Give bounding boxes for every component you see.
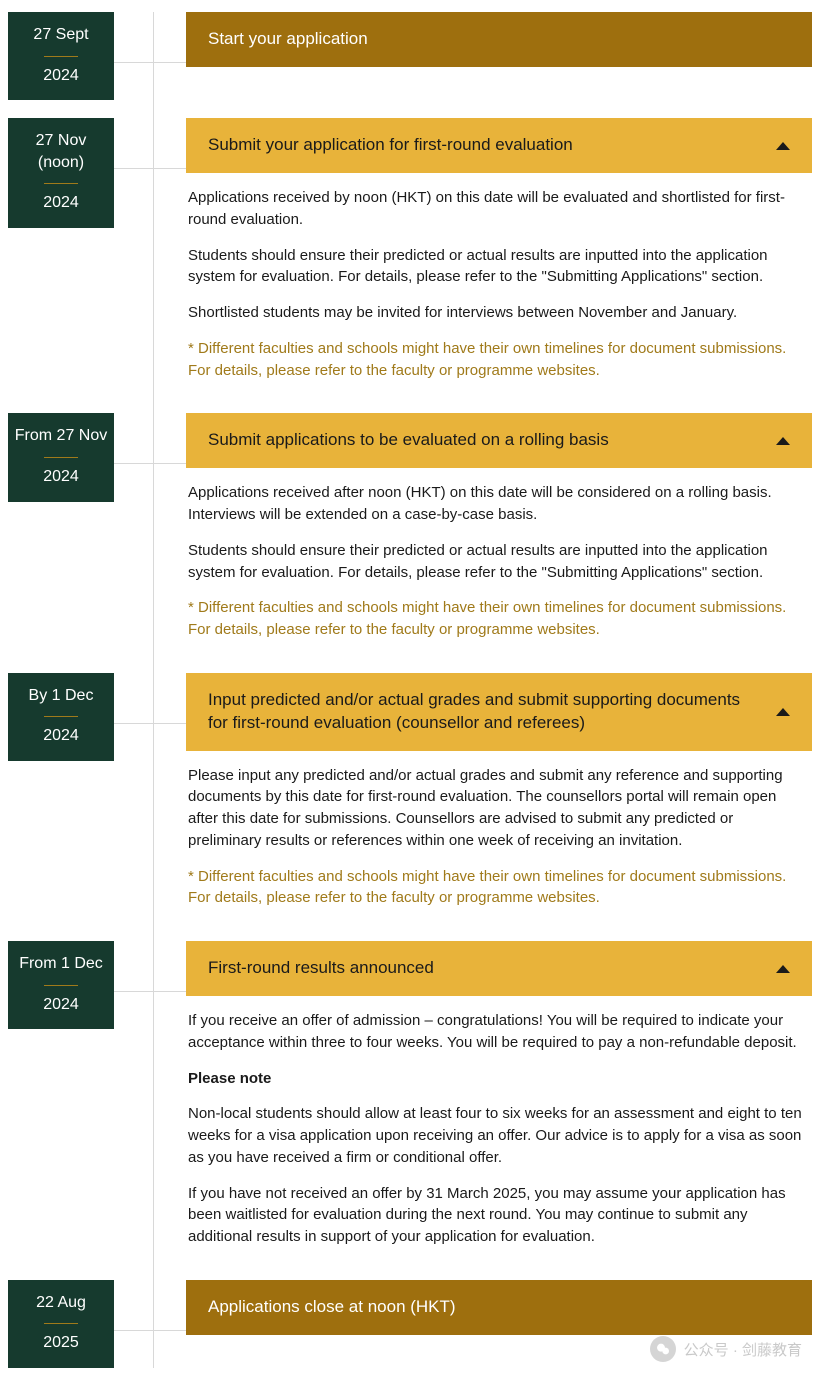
date-separator <box>44 985 78 986</box>
date-line1: 22 Aug <box>14 1292 108 1314</box>
content: Input predicted and/or actual grades and… <box>186 673 812 923</box>
section-title: Submit applications to be evaluated on a… <box>208 429 609 452</box>
body-paragraph: Please input any predicted and/or actual… <box>188 765 810 852</box>
accordion-header[interactable]: Input predicted and/or actual grades and… <box>186 673 812 751</box>
body-paragraph: Please note <box>188 1068 810 1090</box>
timeline-row: From 27 Nov 2024 Submit applications to be… <box>8 413 812 654</box>
date-separator <box>44 716 78 717</box>
date-line1: 27 Nov (noon) <box>14 130 108 173</box>
accordion-header[interactable]: First-round results announced <box>186 941 812 996</box>
date-box: 27 Nov (noon) 2024 <box>8 118 114 228</box>
accordion-header[interactable]: Submit applications to be evaluated on a… <box>186 413 812 468</box>
section-title: First-round results announced <box>208 957 434 980</box>
body-paragraph: Students should ensure their predicted o… <box>188 540 810 584</box>
section-body: Applications received by noon (HKT) on t… <box>186 173 812 381</box>
body-paragraph: Applications received after noon (HKT) o… <box>188 482 810 526</box>
content: Start your application <box>186 12 812 67</box>
chevron-up-icon <box>776 965 790 973</box>
chevron-up-icon <box>776 437 790 445</box>
body-paragraph: If you have not received an offer by 31 … <box>188 1183 810 1248</box>
date-separator <box>44 457 78 458</box>
connector-line <box>114 991 186 992</box>
date-box: From 27 Nov 2024 <box>8 413 114 501</box>
watermark: 公众号 · 剑藤教育 <box>650 1336 802 1362</box>
note-paragraph: * Different faculties and schools might … <box>188 338 810 382</box>
section-body: Please input any predicted and/or actual… <box>186 751 812 910</box>
date-line1: 27 Sept <box>14 24 108 46</box>
body-paragraph: Shortlisted students may be invited for … <box>188 302 810 324</box>
date-box: 22 Aug 2025 <box>8 1280 114 1368</box>
section-title: Submit your application for first-round … <box>208 134 573 157</box>
connector-line <box>114 62 186 63</box>
date-separator <box>44 183 78 184</box>
timeline: 27 Sept 2024 Start your application 27 Nov … <box>8 12 812 1368</box>
accordion-header[interactable]: Submit your application for first-round … <box>186 118 812 173</box>
date-line1: From 1 Dec <box>14 953 108 975</box>
connector-line <box>114 168 186 169</box>
body-paragraph: Applications received by noon (HKT) on t… <box>188 187 810 231</box>
date-line1: By 1 Dec <box>14 685 108 707</box>
content: Submit your application for first-round … <box>186 118 812 395</box>
body-paragraph: Non-local students should allow at least… <box>188 1103 810 1168</box>
date-year: 2024 <box>14 466 108 488</box>
date-box: By 1 Dec 2024 <box>8 673 114 761</box>
section-body: If you receive an offer of admission – c… <box>186 996 812 1248</box>
date-separator <box>44 1323 78 1324</box>
connector-line <box>114 723 186 724</box>
date-year: 2024 <box>14 65 108 87</box>
section-header: Start your application <box>186 12 812 67</box>
timeline-row: 27 Sept 2024 Start your application <box>8 12 812 100</box>
date-box: From 1 Dec 2024 <box>8 941 114 1029</box>
note-paragraph: * Different faculties and schools might … <box>188 597 810 641</box>
section-body: Applications received after noon (HKT) o… <box>186 468 812 641</box>
date-box: 27 Sept 2024 <box>8 12 114 100</box>
date-year: 2024 <box>14 192 108 214</box>
watermark-text: 公众号 · 剑藤教育 <box>684 1339 802 1360</box>
date-year: 2024 <box>14 994 108 1016</box>
timeline-row: By 1 Dec 2024 Input predicted and/or actua… <box>8 673 812 923</box>
chevron-up-icon <box>776 708 790 716</box>
date-year: 2025 <box>14 1332 108 1354</box>
timeline-row: 27 Nov (noon) 2024 Submit your application… <box>8 118 812 395</box>
section-title: Applications close at noon (HKT) <box>208 1296 456 1319</box>
wechat-icon <box>650 1336 676 1362</box>
section-header: Applications close at noon (HKT) <box>186 1280 812 1335</box>
date-year: 2024 <box>14 725 108 747</box>
date-line1: From 27 Nov <box>14 425 108 447</box>
content: First-round results announced If you rece… <box>186 941 812 1262</box>
section-title: Start your application <box>208 28 368 51</box>
chevron-up-icon <box>776 142 790 150</box>
section-title: Input predicted and/or actual grades and… <box>208 689 764 735</box>
timeline-row: From 1 Dec 2024 First-round results announ… <box>8 941 812 1262</box>
content: Submit applications to be evaluated on a… <box>186 413 812 654</box>
content: Applications close at noon (HKT) <box>186 1280 812 1335</box>
connector-line <box>114 1330 186 1331</box>
connector-line <box>114 463 186 464</box>
date-separator <box>44 56 78 57</box>
body-paragraph: If you receive an offer of admission – c… <box>188 1010 810 1054</box>
body-paragraph: Students should ensure their predicted o… <box>188 245 810 289</box>
note-paragraph: * Different faculties and schools might … <box>188 866 810 910</box>
